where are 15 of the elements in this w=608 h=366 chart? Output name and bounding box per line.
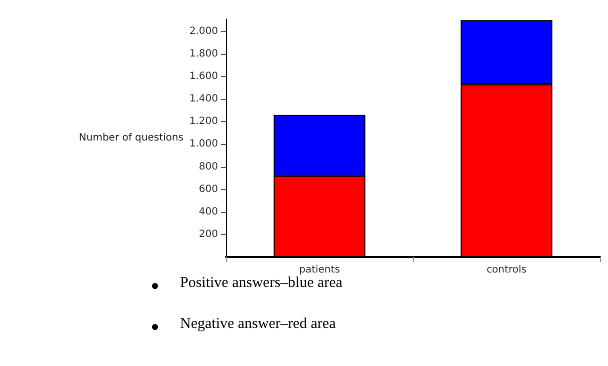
x-tick-label: patients bbox=[299, 264, 340, 276]
x-tick-label: controls bbox=[486, 264, 526, 276]
y-axis-title: Number of questions bbox=[78, 132, 184, 144]
y-tick-label: 400 bbox=[198, 206, 218, 218]
y-tick-label: 1.400 bbox=[189, 94, 218, 105]
y-tick-label: 600 bbox=[198, 184, 218, 195]
text: Positive answers–blue area bbox=[180, 275, 342, 292]
y-tick-label: 800 bbox=[198, 161, 218, 172]
y-tick-label: 200 bbox=[198, 228, 218, 240]
y-tick-label: 1.600 bbox=[189, 71, 218, 82]
text: Negative answer–red area bbox=[180, 316, 336, 333]
y-tick-label: 1.000 bbox=[189, 138, 218, 150]
y-tick-label: 1.200 bbox=[189, 116, 218, 128]
y-tick-label: 1.800 bbox=[189, 48, 218, 60]
y-tick-label: 2.000 bbox=[189, 26, 218, 37]
